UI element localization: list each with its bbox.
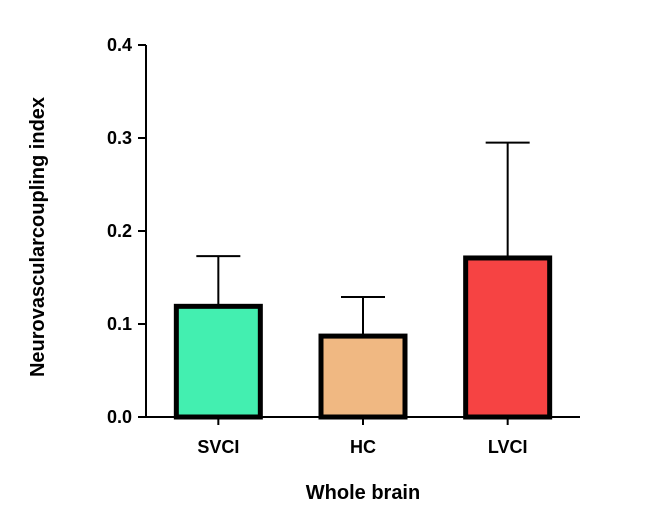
x-ticks: SVCI HC LVCI — [197, 417, 528, 457]
y-tick-label: 0.4 — [107, 35, 132, 55]
y-tick-label: 0.0 — [107, 407, 132, 427]
y-tick-label: 0.3 — [107, 128, 132, 148]
x-tick-label: LVCI — [488, 437, 528, 457]
bar-hc — [318, 333, 408, 420]
y-tick-label: 0.1 — [107, 314, 132, 334]
x-tick-label: SVCI — [197, 437, 239, 457]
error-bars — [196, 141, 530, 337]
x-tick-label: HC — [350, 437, 376, 457]
y-ticks: 0.0 0.1 0.2 0.3 0.4 — [107, 35, 146, 427]
x-axis-title: Whole brain — [306, 482, 420, 504]
y-axis-title: Neurovascularcoupling index — [27, 97, 49, 377]
bar-svci — [173, 303, 263, 420]
y-tick-label: 0.2 — [107, 221, 132, 241]
bar-lvci — [463, 255, 553, 420]
bars — [173, 255, 553, 420]
